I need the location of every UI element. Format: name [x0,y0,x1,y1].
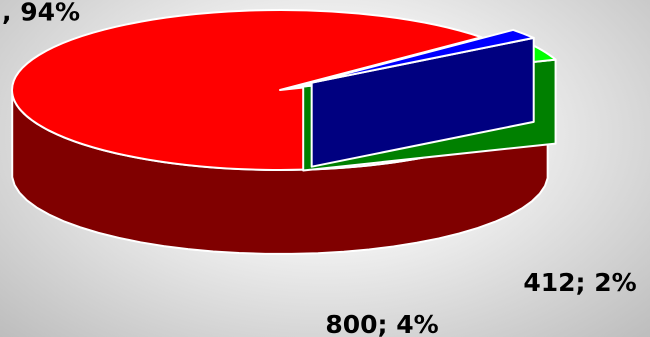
slice-label-2: 412; 2% [523,268,636,297]
pie-slice-top-2 [310,28,535,84]
slice-label-1: 800; 4% [325,310,438,337]
pie-slice-2 [310,28,535,168]
slice-label-0: , 94% [2,0,80,26]
